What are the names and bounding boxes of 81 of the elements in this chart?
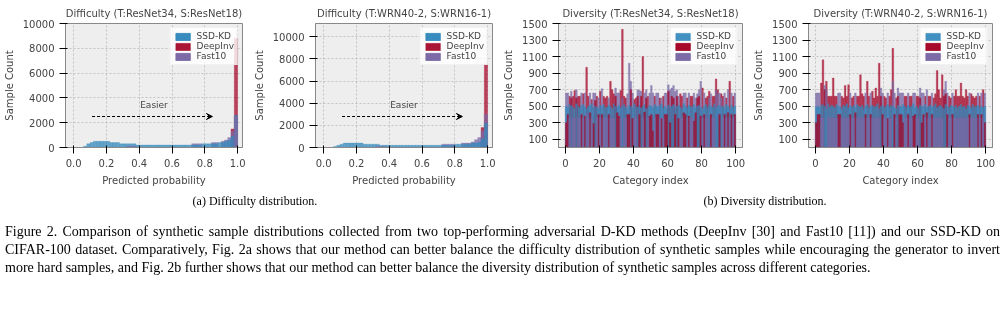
legend-label: SSD-KD bbox=[196, 31, 232, 41]
x-axis-title: Category index bbox=[862, 174, 939, 186]
x-tick-label: 1.0 bbox=[479, 157, 496, 169]
annotation: Easier bbox=[140, 100, 169, 111]
y-tick-label: 6000 bbox=[29, 68, 55, 80]
legend-label: DeepInv bbox=[696, 41, 734, 51]
x-tick-label: 100 bbox=[726, 157, 746, 169]
x-tick-label: 0.8 bbox=[196, 157, 213, 169]
x-tick-label: 0.2 bbox=[98, 157, 115, 169]
x-tick-label: 20 bbox=[843, 157, 856, 169]
x-tick-label: 40 bbox=[877, 157, 890, 169]
y-tick-label: 10000 bbox=[272, 31, 305, 43]
legend-label: DeepInv bbox=[446, 41, 484, 51]
x-axis-title: Predicted probability bbox=[352, 174, 456, 186]
y-tick-label: 0 bbox=[298, 142, 305, 154]
y-tick-label: 10000 bbox=[22, 18, 55, 30]
chart-title: Difficulty (T:ResNet34, S:ResNet18) bbox=[65, 7, 243, 19]
y-tick-label: 2000 bbox=[279, 120, 305, 132]
x-tick-label: 60 bbox=[661, 157, 674, 169]
y-tick-label: 1300 bbox=[772, 35, 798, 47]
legend-label: SSD-KD bbox=[696, 31, 732, 41]
y-tick-label: 8000 bbox=[279, 53, 305, 65]
x-tick-label: 80 bbox=[945, 157, 958, 169]
x-tick-label: 0.6 bbox=[164, 157, 180, 169]
y-tick-label: 700 bbox=[528, 84, 548, 96]
y-tick-label: 500 bbox=[778, 101, 798, 113]
y-tick-label: 900 bbox=[778, 68, 798, 80]
y-tick-label: 4000 bbox=[279, 98, 305, 110]
y-axis-title: Sample Count bbox=[503, 50, 515, 121]
y-tick-label: 2000 bbox=[29, 117, 55, 129]
y-axis-title: Sample Count bbox=[753, 50, 765, 121]
y-tick-label: 900 bbox=[528, 68, 548, 80]
y-tick-label: 100 bbox=[528, 134, 548, 146]
x-tick-label: 0.4 bbox=[381, 157, 398, 169]
legend-label: Fast10 bbox=[946, 51, 977, 61]
y-axis-title: Sample Count bbox=[253, 50, 265, 121]
x-tick-label: 0.8 bbox=[446, 157, 463, 169]
y-tick-label: 6000 bbox=[279, 76, 305, 88]
chart-title: Difficulty (T:WRN40-2, S:WRN16-1) bbox=[316, 7, 492, 19]
legend-label: Fast10 bbox=[696, 51, 727, 61]
x-tick-label: 0 bbox=[562, 157, 569, 169]
y-tick-label: 4000 bbox=[29, 92, 55, 104]
legend-label: DeepInv bbox=[196, 41, 234, 51]
x-tick-label: 60 bbox=[911, 157, 924, 169]
y-tick-label: 500 bbox=[528, 101, 548, 113]
x-tick-label: 0.6 bbox=[414, 157, 430, 169]
y-tick-label: 1100 bbox=[522, 51, 548, 63]
y-axis-title: Sample Count bbox=[3, 50, 15, 121]
x-tick-label: 20 bbox=[593, 157, 606, 169]
y-tick-label: 1300 bbox=[522, 35, 548, 47]
x-axis-title: Category index bbox=[612, 174, 689, 186]
x-tick-label: 1.0 bbox=[229, 157, 246, 169]
x-tick-label: 80 bbox=[695, 157, 708, 169]
y-tick-label: 1500 bbox=[522, 18, 548, 30]
y-tick-label: 8000 bbox=[29, 43, 55, 55]
legend-label: Fast10 bbox=[446, 51, 477, 61]
text: (b) Diversity distribution. bbox=[703, 193, 827, 210]
x-tick-label: 0.2 bbox=[348, 157, 365, 169]
x-tick-label: 40 bbox=[627, 157, 640, 169]
x-tick-label: 0.0 bbox=[65, 157, 82, 169]
legend-label: SSD-KD bbox=[946, 31, 982, 41]
y-tick-label: 0 bbox=[48, 142, 55, 154]
chart-title: Diversity (T:ResNet34, S:ResNet18) bbox=[562, 7, 739, 19]
y-tick-label: 700 bbox=[778, 84, 798, 96]
y-tick-label: 1500 bbox=[772, 18, 798, 30]
legend-label: Fast10 bbox=[196, 51, 227, 61]
y-tick-label: 100 bbox=[778, 134, 798, 146]
x-tick-label: 100 bbox=[976, 157, 996, 169]
caption: Figure 2. Comparison of synthetic sample distributions collected from two top-performing adversarial D-KD methods (DeepInv [30] and Fast10 [11]) and our SSD-KD on CIFAR-100 dataset. Comparatively, Fig. 2a shows that our method can better balance the difficulty distribution of synthetic samples while encouraging the generator to invert more hard samples, and Fig. 2b further shows that our method can better balance the diversity distribution of synthetic samples across different categories. bbox=[5, 223, 1000, 278]
x-tick-label: 0 bbox=[812, 157, 819, 169]
annotation: Easier bbox=[390, 100, 419, 111]
x-tick-label: 0.0 bbox=[315, 157, 332, 169]
y-tick-label: 300 bbox=[778, 117, 798, 129]
y-tick-label: 1100 bbox=[772, 51, 798, 63]
x-axis-title: Predicted probability bbox=[102, 174, 206, 186]
legend-label: DeepInv bbox=[946, 41, 984, 51]
x-tick-label: 0.4 bbox=[131, 157, 148, 169]
chart-title: Diversity (T:WRN40-2, S:WRN16-1) bbox=[813, 7, 988, 19]
text: (a) Difficulty distribution. bbox=[192, 193, 318, 210]
legend-label: SSD-KD bbox=[446, 31, 482, 41]
y-tick-label: 300 bbox=[528, 117, 548, 129]
